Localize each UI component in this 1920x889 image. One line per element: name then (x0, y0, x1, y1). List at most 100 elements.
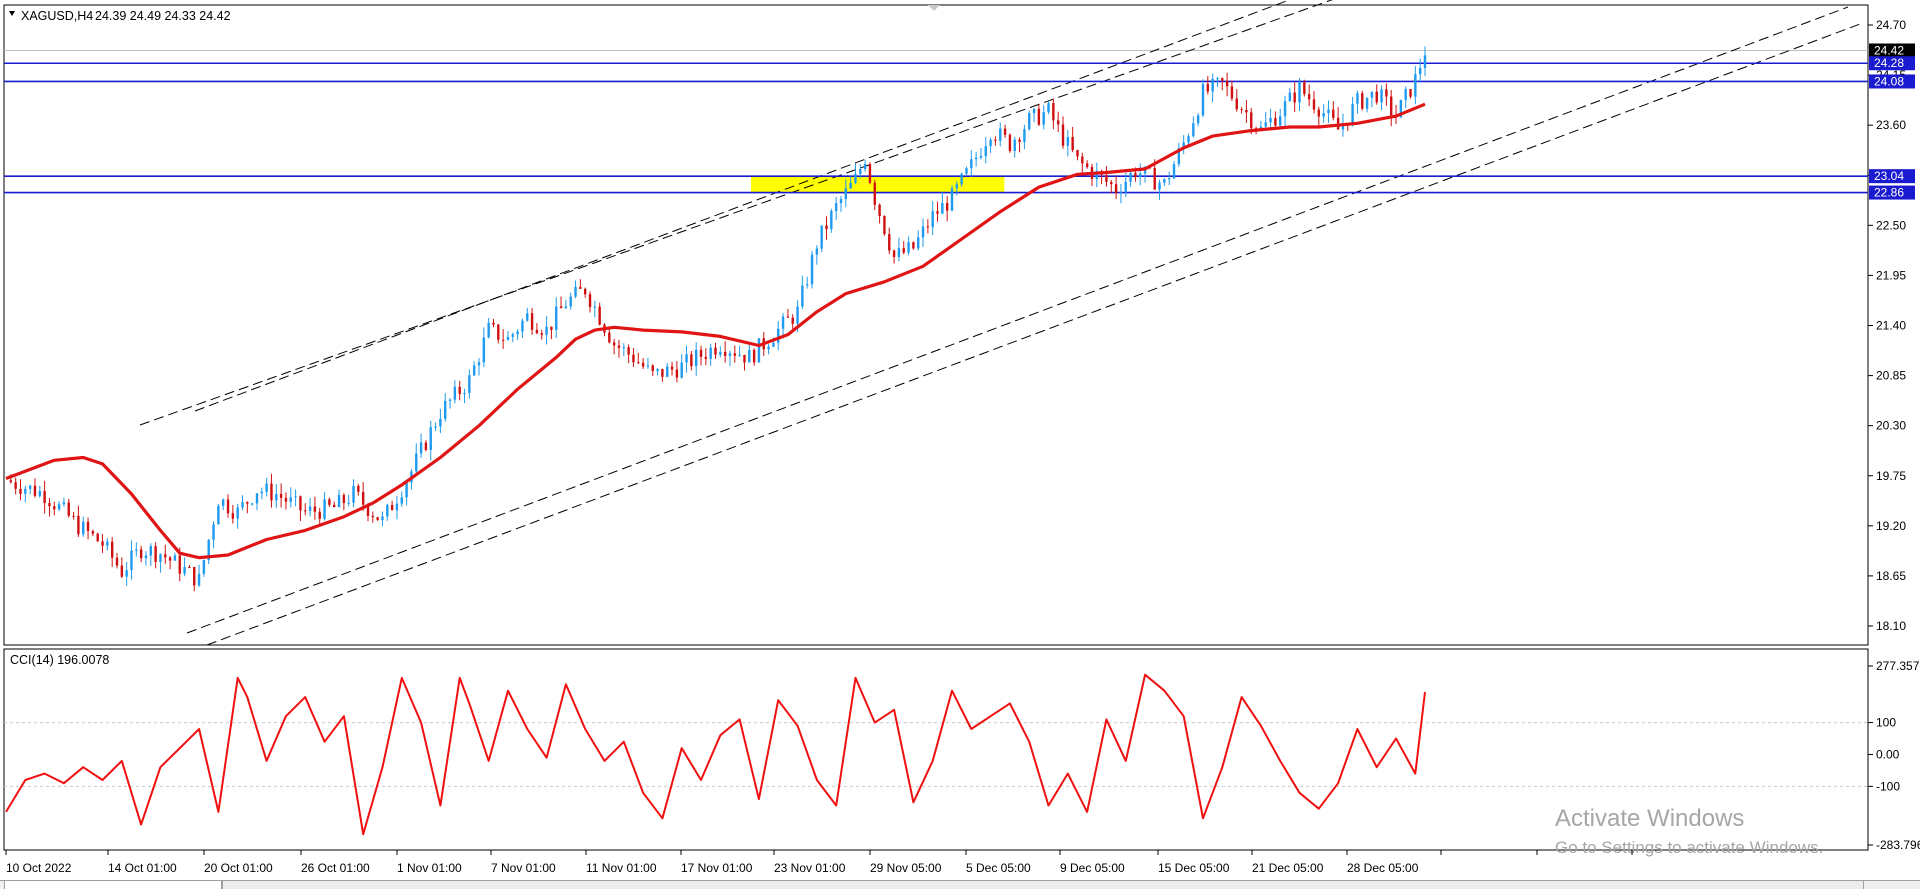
candle-body (1196, 115, 1200, 124)
time-tick-label: 28 Dec 05:00 (1347, 861, 1419, 875)
price-tick-label: 20.30 (1876, 419, 1906, 433)
chart-shift-marker-icon[interactable] (928, 5, 940, 11)
candle-body (897, 248, 901, 257)
main-pane[interactable] (3, 4, 1869, 646)
candle-body (1158, 182, 1161, 190)
symbol-label: XAGUSD,H4 (21, 9, 93, 23)
candle-body (1375, 91, 1378, 103)
collapse-triangle-icon[interactable] (9, 11, 15, 16)
candle-body (318, 511, 321, 519)
candle-body (1124, 181, 1127, 193)
candle-body (574, 286, 577, 297)
cci-series-line[interactable] (5, 673, 1426, 836)
candle-body (526, 313, 529, 321)
candle-body (661, 368, 664, 377)
candle-body (1052, 103, 1055, 121)
candle-body (579, 286, 582, 289)
candle-body (1380, 89, 1383, 103)
candle-body (250, 503, 254, 505)
candle-body (1110, 181, 1113, 185)
support-zone-rect[interactable] (750, 176, 1005, 193)
candle-body (902, 248, 905, 253)
candle-body (395, 503, 399, 511)
candle-body (651, 365, 654, 372)
candle-body (347, 502, 350, 504)
candle-body (1298, 82, 1301, 103)
candle-body (690, 354, 693, 367)
channel-upper-line[interactable] (139, 0, 1351, 426)
candle-body (1114, 184, 1118, 194)
candle-body (1351, 103, 1354, 125)
candle-body (685, 354, 688, 363)
candle-body (733, 353, 737, 356)
candle-body (1312, 99, 1316, 110)
candle-body (1317, 109, 1321, 117)
candle-body (439, 418, 442, 427)
candle-body (289, 497, 292, 502)
candle-body (468, 375, 471, 393)
level-badge (1869, 56, 1915, 71)
candle-body (666, 366, 669, 377)
candle-body (772, 342, 775, 347)
channel-lower-line[interactable] (206, 23, 1861, 646)
candle-body (936, 211, 939, 214)
candle-body (777, 328, 780, 343)
candle-body (1293, 92, 1296, 103)
candle-body (675, 369, 679, 378)
candle-body (207, 539, 210, 561)
channel-lower-line[interactable] (186, 6, 1849, 634)
candle-body (188, 567, 191, 569)
channel-upper-line[interactable] (194, 0, 1297, 412)
candle-body (612, 342, 616, 346)
moving-average-line[interactable] (5, 102, 1426, 560)
candle-body (1250, 112, 1253, 129)
price-grid (4, 49, 1868, 787)
candle-body (801, 285, 804, 307)
candle-body (1163, 179, 1166, 183)
candle-body (834, 203, 838, 212)
candle-body (96, 533, 99, 542)
cci-tick-label: -283.796 (1876, 838, 1920, 852)
candle-body (135, 549, 138, 551)
candle-body (115, 557, 119, 566)
candle-body (1187, 136, 1190, 143)
candle-body (694, 349, 698, 367)
chart-tab-inactive[interactable] (222, 880, 1864, 889)
level-badge (1869, 74, 1915, 89)
support-zone (750, 176, 1005, 193)
candle-body (159, 554, 162, 562)
candle-body (878, 204, 881, 217)
candle-body (796, 306, 799, 324)
price-tick-label: 18.10 (1876, 619, 1906, 633)
candle-body (1332, 109, 1335, 118)
chart-tab[interactable] (4, 880, 222, 889)
candle-body (501, 339, 505, 341)
candle-body (752, 349, 756, 363)
level-badge (1869, 185, 1915, 200)
candle-body (680, 362, 683, 378)
candle-body (1423, 55, 1427, 69)
candle-body (1206, 84, 1210, 92)
candle-body (540, 333, 543, 335)
candle-body (535, 329, 539, 334)
candle-body (1409, 89, 1412, 97)
activate-windows-title: Activate Windows (1555, 805, 1745, 832)
level-label: 24.28 (1874, 56, 1904, 70)
candle-body (1225, 80, 1229, 87)
candle-body (1013, 139, 1016, 151)
candle-body (1129, 172, 1132, 182)
candle-body (521, 320, 524, 332)
candle-body (497, 324, 500, 340)
candle-body (622, 347, 625, 349)
candle-body (1008, 134, 1012, 151)
candle-body (217, 505, 220, 525)
candle-body (806, 284, 809, 286)
candle-body (246, 502, 249, 504)
candle-body (226, 499, 230, 514)
cci-label: CCI(14) 196.0078 (10, 653, 109, 667)
candle-body (608, 332, 611, 343)
time-axis: 10 Oct 2022 14 Oct 01:00 20 Oct 01:00 26 Oc… (5, 850, 1633, 875)
candle-body (714, 347, 717, 355)
